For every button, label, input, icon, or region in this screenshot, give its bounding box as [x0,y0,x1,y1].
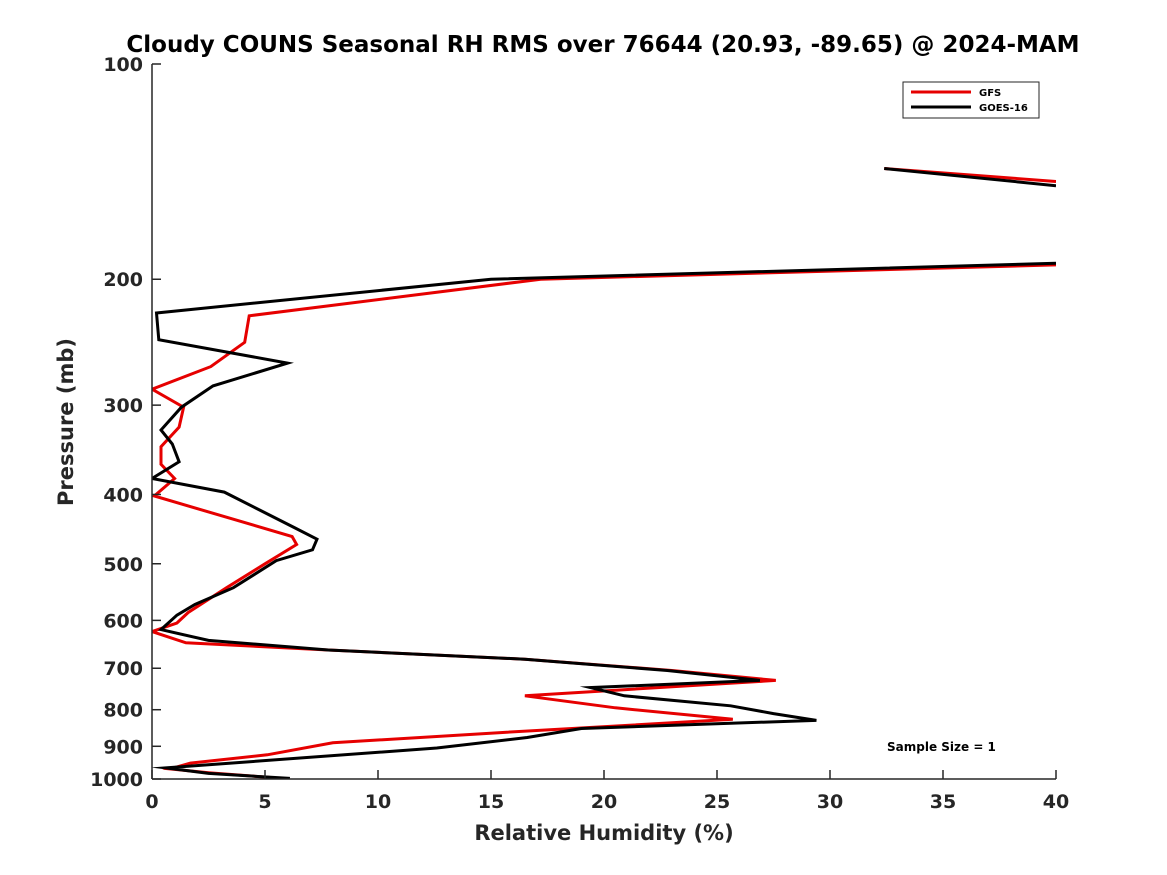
y-tick-label: 600 [103,610,143,632]
legend: GFS GOES-16 [902,81,1040,119]
x-tick-label: 20 [591,791,617,813]
y-tick-label: 1000 [90,769,143,791]
x-tick-label: 10 [365,791,391,813]
y-tick-label: 300 [103,395,143,417]
legend-label-gfs: GFS [979,88,1001,99]
x-tick-label: 0 [145,791,158,813]
x-tick-label: 15 [478,791,504,813]
sample-size-annotation: Sample Size = 1 [887,740,996,754]
x-tick-label: 25 [704,791,730,813]
y-tick-label: 900 [103,736,143,758]
legend-label-goes-16: GOES-16 [979,103,1028,114]
x-tick-label: 30 [817,791,843,813]
series-line-goes-16-segment-2 [152,261,1056,779]
x-tick-label: 40 [1043,791,1069,813]
y-axis-label: Pressure (mb) [54,338,78,506]
y-tick-label: 100 [103,54,143,76]
y-tick-label: 700 [103,658,143,680]
series-layer [152,167,1056,779]
chart-title: Cloudy COUNS Seasonal RH RMS over 76644 … [126,32,1079,58]
x-tick-label: 5 [258,791,271,813]
legend-box [902,81,1040,119]
axes-layer: 0 5 10 15 20 25 30 35 40 100 200 300 400 500 600 700 800… [90,54,1069,813]
y-tick-label: 400 [103,484,143,506]
y-tick-label: 200 [103,269,143,291]
plot-area: 0 5 10 15 20 25 30 35 40 100 200 300 400 500 600 700 800… [90,54,1069,813]
y-tick-label: 500 [103,554,143,576]
x-axis-label: Relative Humidity (%) [474,821,733,845]
series-line-goes-16-segment-1 [884,167,1056,188]
series-line-gfs-segment-2 [152,263,1056,779]
x-tick-label: 35 [930,791,956,813]
y-tick-label: 800 [103,700,143,722]
